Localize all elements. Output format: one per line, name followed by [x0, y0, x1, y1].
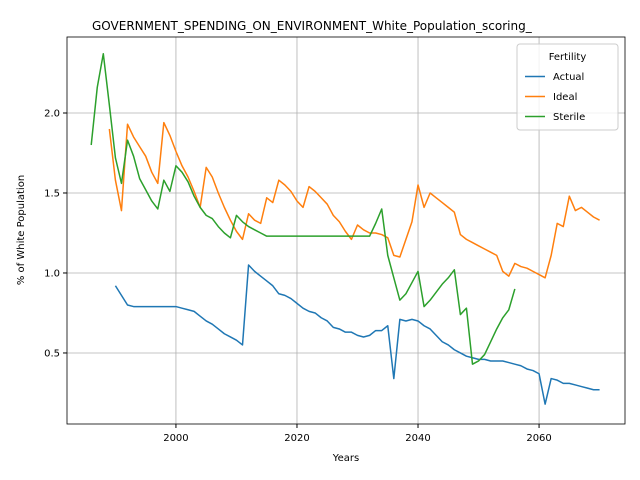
x-tick-label: 2040: [405, 433, 430, 444]
legend-title: Fertility: [549, 52, 587, 63]
line: [108, 121, 600, 279]
legend-label: Ideal: [553, 92, 577, 103]
y-tick-label: 1.5: [44, 188, 60, 199]
legend-box: [516, 43, 619, 131]
y-tick-label: 0.5: [44, 348, 60, 359]
x-tick-label: 2020: [284, 433, 309, 444]
line: [114, 264, 600, 405]
legend-label: Actual: [553, 72, 584, 83]
y-axis-label: % of White Population: [16, 175, 27, 285]
legend-label: Sterile: [553, 112, 585, 123]
x-axis-label: Years: [332, 453, 359, 464]
axes-frame: [66, 36, 626, 425]
y-tick-label: 1.0: [44, 268, 60, 279]
line: [90, 53, 516, 365]
chart-title: GOVERNMENT_SPENDING_ON_ENVIRONMENT_White…: [92, 19, 533, 33]
x-tick-label: 2060: [526, 433, 551, 444]
y-tick-label: 2.0: [44, 108, 60, 119]
x-tick-label: 2000: [163, 433, 188, 444]
